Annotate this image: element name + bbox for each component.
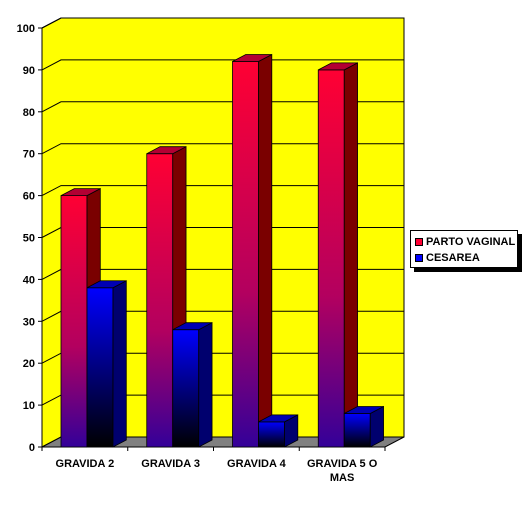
x-category-label-2: GRAVIDA 4: [227, 458, 287, 470]
bar-top-cesarea-0: [86, 280, 127, 289]
x-category-label-line: GRAVIDA 2: [56, 458, 115, 470]
y-tick-label-80: 80: [23, 107, 35, 119]
legend-label-cesarea: CESAREA: [426, 252, 480, 264]
x-category-label-line: GRAVIDA 3: [141, 458, 200, 470]
bar-parto-vaginal-3: [317, 69, 345, 448]
legend-item-cesarea: CESAREA: [415, 251, 480, 265]
bar-cesarea-2: [258, 421, 285, 448]
y-tick-label-100: 100: [17, 23, 35, 35]
bar-cesarea-0: [86, 287, 114, 448]
bar-top-cesarea-3: [344, 406, 384, 414]
bar-side-parto-vaginal-3: [343, 62, 358, 448]
bar-cesarea-3: [343, 413, 371, 448]
bar-top-parto-vaginal-0: [60, 188, 101, 197]
x-category-label-line: GRAVIDA 5 O: [307, 458, 378, 470]
x-category-label-1: GRAVIDA 3: [141, 458, 200, 470]
bar-side-parto-vaginal-2: [258, 53, 273, 448]
y-tick-label-40: 40: [23, 274, 35, 286]
y-tick-label-20: 20: [23, 358, 35, 370]
bar-side-cesarea-0: [112, 280, 127, 448]
bar-cesarea-1: [172, 329, 200, 448]
y-tick-label-50: 50: [23, 233, 35, 245]
y-tick-label-10: 10: [23, 400, 35, 412]
bar-top-parto-vaginal-2: [232, 54, 272, 62]
legend-item-parto-vaginal: PARTO VAGINAL: [415, 235, 515, 249]
legend-label-parto-vaginal: PARTO VAGINAL: [426, 236, 516, 248]
x-category-label-3: GRAVIDA 5 O MAS: [307, 458, 378, 484]
y-tick-label-60: 60: [23, 191, 35, 203]
bar-top-parto-vaginal-1: [146, 146, 187, 155]
bar-parto-vaginal-1: [146, 153, 174, 448]
legend-swatch-parto-vaginal: [415, 238, 423, 246]
legend-swatch-cesarea: [415, 254, 423, 262]
bar-side-cesarea-1: [198, 322, 213, 448]
legend: PARTO VAGINAL CESAREA: [410, 230, 522, 272]
x-category-label-line: MAS: [330, 472, 354, 484]
y-tick-label-30: 30: [23, 316, 35, 328]
bar-parto-vaginal-0: [60, 195, 88, 448]
bar-parto-vaginal-2: [232, 61, 259, 448]
bar-top-cesarea-1: [172, 322, 213, 331]
gridline-70: [41, 143, 404, 155]
gridline-90: [41, 59, 404, 71]
y-tick-label-0: 0: [29, 442, 35, 454]
y-tick-label-90: 90: [23, 65, 35, 77]
legend-box: [410, 230, 518, 268]
bar-top-parto-vaginal-3: [318, 62, 358, 71]
y-tick-label-70: 70: [23, 149, 35, 161]
gridline-80: [41, 101, 404, 113]
gridline-100: [41, 17, 404, 29]
x-category-label-0: GRAVIDA 2: [56, 458, 115, 470]
gridline-60: [41, 185, 404, 197]
bar-top-cesarea-2: [258, 414, 298, 423]
x-category-label-line: GRAVIDA 4: [227, 458, 287, 470]
